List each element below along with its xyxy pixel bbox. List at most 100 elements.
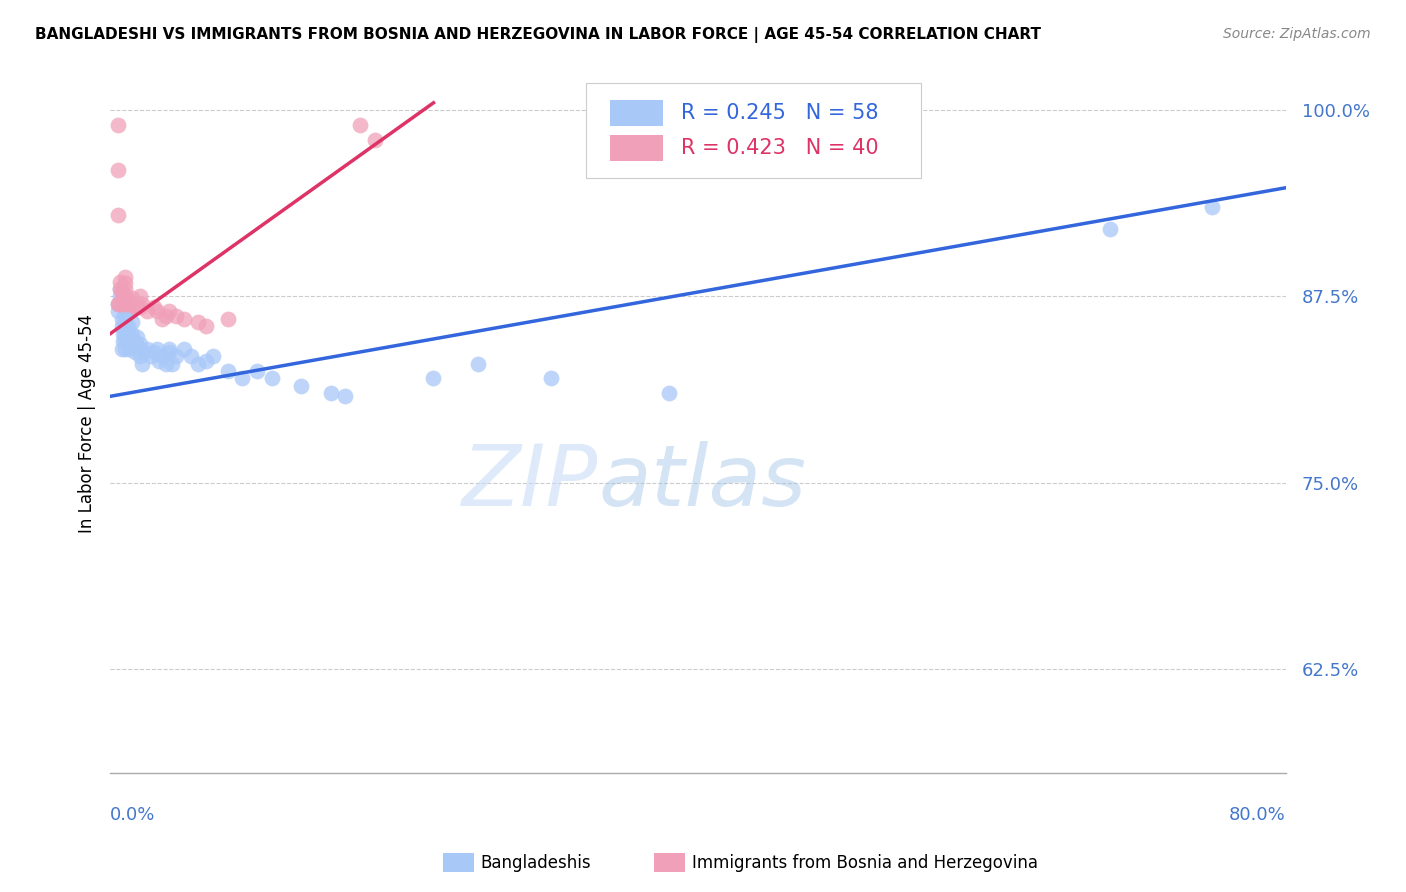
- Text: Bangladeshis: Bangladeshis: [481, 854, 592, 871]
- Point: [124, 344, 146, 359]
- Point: [194, 319, 217, 334]
- Text: atlas: atlas: [598, 442, 806, 524]
- Point: [165, 349, 187, 363]
- Point: [157, 344, 180, 359]
- Bar: [610, 135, 664, 161]
- Point: [335, 389, 357, 403]
- FancyBboxPatch shape: [586, 84, 921, 178]
- Text: Source: ZipAtlas.com: Source: ZipAtlas.com: [1223, 27, 1371, 41]
- Point: [117, 304, 139, 318]
- Point: [173, 342, 195, 356]
- Point: [108, 297, 131, 311]
- Point: [349, 118, 371, 132]
- Point: [246, 364, 269, 378]
- Point: [111, 319, 134, 334]
- Text: ZIP: ZIP: [461, 442, 598, 524]
- Point: [155, 357, 177, 371]
- Point: [110, 282, 132, 296]
- Point: [135, 342, 157, 356]
- Point: [114, 288, 136, 302]
- Point: [121, 297, 143, 311]
- Point: [128, 300, 150, 314]
- Point: [110, 275, 132, 289]
- Point: [143, 344, 166, 359]
- Point: [540, 371, 562, 385]
- Point: [132, 344, 155, 359]
- Point: [114, 326, 136, 341]
- Text: 80.0%: 80.0%: [1229, 806, 1286, 824]
- Point: [114, 297, 136, 311]
- Point: [217, 311, 239, 326]
- Point: [319, 386, 342, 401]
- Point: [157, 304, 180, 318]
- Point: [658, 386, 681, 401]
- Point: [117, 319, 139, 334]
- Point: [118, 297, 141, 311]
- Point: [422, 371, 444, 385]
- Point: [128, 289, 150, 303]
- Point: [112, 297, 135, 311]
- Point: [160, 357, 183, 371]
- Point: [111, 293, 134, 308]
- Point: [122, 334, 145, 349]
- Point: [194, 353, 217, 368]
- Point: [148, 353, 170, 368]
- Text: BANGLADESHI VS IMMIGRANTS FROM BOSNIA AND HERZEGOVINA IN LABOR FORCE | AGE 45-54: BANGLADESHI VS IMMIGRANTS FROM BOSNIA AN…: [35, 27, 1042, 43]
- Point: [290, 379, 312, 393]
- Point: [107, 162, 129, 177]
- Point: [114, 282, 136, 296]
- Point: [467, 357, 489, 371]
- Y-axis label: In Labor Force | Age 45-54: In Labor Force | Age 45-54: [79, 314, 96, 533]
- Point: [121, 315, 143, 329]
- Bar: [610, 100, 664, 126]
- Point: [114, 334, 136, 349]
- Point: [131, 297, 153, 311]
- Point: [111, 285, 134, 299]
- Point: [180, 349, 202, 363]
- Point: [124, 300, 146, 314]
- Text: 0.0%: 0.0%: [110, 806, 156, 824]
- Point: [112, 289, 135, 303]
- Point: [107, 297, 129, 311]
- Point: [155, 309, 177, 323]
- Point: [114, 342, 136, 356]
- Point: [128, 337, 150, 351]
- Point: [111, 311, 134, 326]
- Text: R = 0.245   N = 58: R = 0.245 N = 58: [681, 103, 879, 123]
- Point: [114, 309, 136, 323]
- Point: [146, 342, 169, 356]
- Point: [202, 349, 225, 363]
- Point: [173, 311, 195, 326]
- Point: [131, 357, 153, 371]
- Point: [110, 289, 132, 303]
- Point: [112, 326, 135, 341]
- Point: [364, 133, 387, 147]
- Point: [146, 304, 169, 318]
- Point: [150, 349, 173, 363]
- Point: [125, 329, 148, 343]
- Point: [110, 282, 132, 296]
- Point: [187, 357, 209, 371]
- Point: [107, 297, 129, 311]
- Text: R = 0.423   N = 40: R = 0.423 N = 40: [681, 138, 879, 158]
- Point: [118, 342, 141, 356]
- Point: [114, 293, 136, 308]
- Point: [165, 309, 187, 323]
- Point: [141, 349, 163, 363]
- Point: [143, 300, 166, 314]
- Point: [260, 371, 283, 385]
- Point: [157, 342, 180, 356]
- Point: [125, 339, 148, 353]
- Point: [231, 371, 253, 385]
- Point: [150, 311, 173, 326]
- Point: [187, 315, 209, 329]
- Point: [121, 326, 143, 341]
- Point: [107, 208, 129, 222]
- Point: [118, 329, 141, 343]
- Point: [121, 291, 143, 305]
- Point: [111, 342, 134, 356]
- Point: [114, 300, 136, 314]
- Point: [125, 300, 148, 314]
- Point: [114, 315, 136, 329]
- Point: [1201, 200, 1223, 214]
